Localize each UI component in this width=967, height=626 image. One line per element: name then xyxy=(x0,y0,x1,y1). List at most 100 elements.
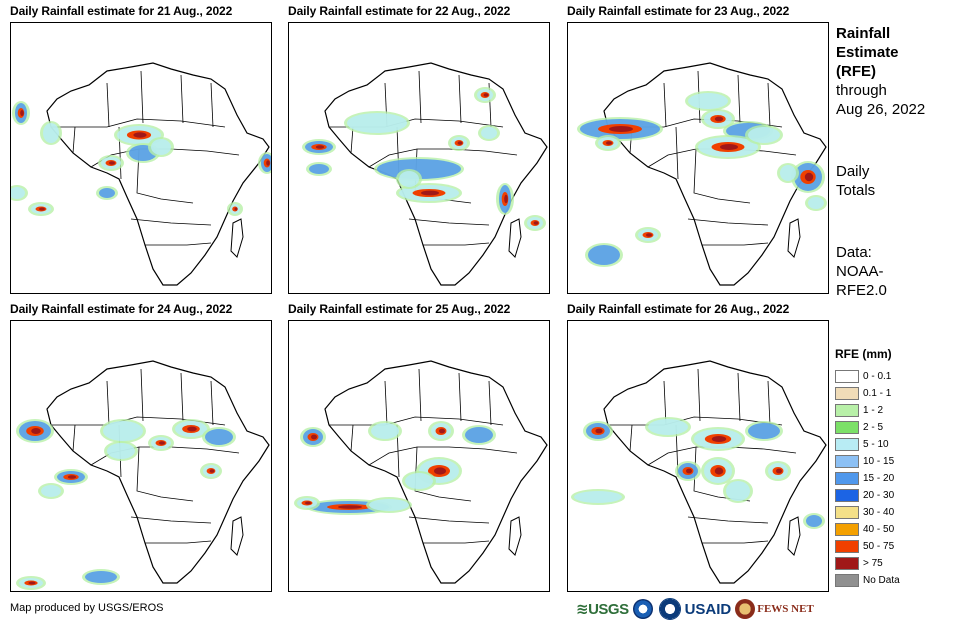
legend-swatch xyxy=(835,472,859,485)
legend-swatch xyxy=(835,523,859,536)
legend-item: No Data xyxy=(835,572,900,589)
legend-item: 2 - 5 xyxy=(835,419,900,436)
madagascar-outline xyxy=(230,516,244,556)
country-border xyxy=(418,70,422,124)
legend-item: 15 - 20 xyxy=(835,470,900,487)
rainfall-map xyxy=(567,22,829,294)
country-border xyxy=(423,540,490,544)
country-border xyxy=(488,380,492,426)
africa-map-svg xyxy=(16,360,270,590)
legend-swatch xyxy=(835,438,859,451)
country-border xyxy=(180,372,184,422)
rain-area-moderate xyxy=(11,187,25,199)
legend-item: 40 - 50 xyxy=(835,521,900,538)
data-source-line: Data: xyxy=(836,244,872,261)
rain-area-moderate xyxy=(806,515,822,527)
madagascar-outline xyxy=(787,516,801,556)
country-border xyxy=(687,516,769,524)
rain-area-extreme xyxy=(266,160,270,166)
legend-swatch xyxy=(835,421,859,434)
rain-area-extreme xyxy=(39,207,45,211)
country-border xyxy=(458,372,462,422)
rain-area-extreme xyxy=(439,428,445,434)
rain-area-moderate xyxy=(85,571,117,583)
country-border xyxy=(210,82,214,128)
legend-label: > 75 xyxy=(863,558,883,569)
rain-area-extreme xyxy=(646,233,652,237)
country-border xyxy=(608,416,783,426)
country-border xyxy=(414,446,472,502)
legend-swatch xyxy=(835,489,859,502)
rain-area-extreme xyxy=(606,141,612,145)
madagascar-outline xyxy=(787,218,801,258)
country-border xyxy=(136,148,194,204)
legend-label: 20 - 30 xyxy=(863,490,895,501)
rain-area-moderate xyxy=(369,499,409,511)
madagascar-outline xyxy=(508,218,522,258)
country-border xyxy=(629,424,633,452)
rain-area-extreme xyxy=(28,581,36,585)
africa-map-svg xyxy=(571,360,827,584)
country-border xyxy=(418,368,422,422)
panel-title: Daily Rainfall estimate for 22 Aug., 202… xyxy=(288,4,511,18)
rain-area-moderate xyxy=(405,473,433,489)
rain-area-extreme xyxy=(711,436,727,442)
country-border xyxy=(140,368,144,422)
legend-label: 1 - 2 xyxy=(863,405,884,416)
partner-logos: ≋USGS USAID FEWS NET xyxy=(576,596,818,622)
country-border xyxy=(350,424,354,452)
rain-area-extreme xyxy=(776,468,782,474)
rain-area-extreme xyxy=(595,428,603,434)
rain-area-moderate xyxy=(371,423,399,439)
rain-area-extreme xyxy=(109,161,115,165)
rain-area-extreme xyxy=(457,141,463,145)
fews-globe-icon xyxy=(735,599,756,619)
country-border xyxy=(136,446,194,502)
country-border xyxy=(737,74,741,124)
rfe-title: Rainfall Estimate (RFE) through Aug 26, … xyxy=(836,24,925,119)
country-border xyxy=(51,118,226,128)
country-border xyxy=(106,82,110,128)
legend-label: 10 - 15 xyxy=(863,456,895,467)
panel-title: Daily Rainfall estimate for 24 Aug., 202… xyxy=(10,302,233,316)
rain-area-extreme xyxy=(67,475,77,479)
totals-line: Totals xyxy=(836,182,876,199)
legend-label: 5 - 10 xyxy=(863,439,889,450)
totals-line: Daily xyxy=(836,163,870,180)
legend-item: 30 - 40 xyxy=(835,504,900,521)
country-border xyxy=(72,126,76,154)
country-border xyxy=(687,218,769,226)
africa-outline xyxy=(46,360,270,584)
country-border xyxy=(384,380,388,426)
rain-area-moderate xyxy=(481,127,497,139)
rain-area-extreme xyxy=(804,172,814,182)
data-source: Data: NOAA- RFE2.0 xyxy=(836,243,887,300)
legend-label: 40 - 50 xyxy=(863,524,895,535)
country-border xyxy=(675,126,679,180)
rain-area-extreme xyxy=(686,468,692,474)
legend-swatch xyxy=(835,370,859,383)
rfe-title-line: Rainfall xyxy=(836,25,891,42)
legend-swatch xyxy=(835,506,859,519)
rain-area-extreme xyxy=(421,190,439,196)
rfe-title-line: (RFE) xyxy=(836,63,876,80)
rain-area-moderate xyxy=(465,427,493,443)
country-border xyxy=(329,416,504,426)
rainfall-map xyxy=(10,22,272,294)
legend-label: 15 - 20 xyxy=(863,473,895,484)
rainfall-map xyxy=(10,320,272,592)
rain-area-extreme xyxy=(720,144,738,150)
rain-area-moderate xyxy=(748,127,780,143)
panel-title: Daily Rainfall estimate for 23 Aug., 202… xyxy=(567,4,790,18)
panel-title: Daily Rainfall estimate for 21 Aug., 202… xyxy=(10,4,233,18)
madagascar-outline xyxy=(230,218,244,258)
africa-outline xyxy=(46,62,270,286)
rain-area-extreme xyxy=(504,194,508,204)
rfe-legend: RFE (mm) 0 - 0.1 0.1 - 1 1 - 2 2 - 5 5 - 10 1… xyxy=(835,347,900,589)
panel-title: Daily Rainfall estimate for 26 Aug., 202… xyxy=(567,302,790,316)
through-date: Aug 26, 2022 xyxy=(836,101,926,118)
country-border xyxy=(368,148,518,168)
country-border xyxy=(458,74,462,124)
legend-swatch xyxy=(835,540,859,553)
rain-area-extreme xyxy=(714,116,724,122)
